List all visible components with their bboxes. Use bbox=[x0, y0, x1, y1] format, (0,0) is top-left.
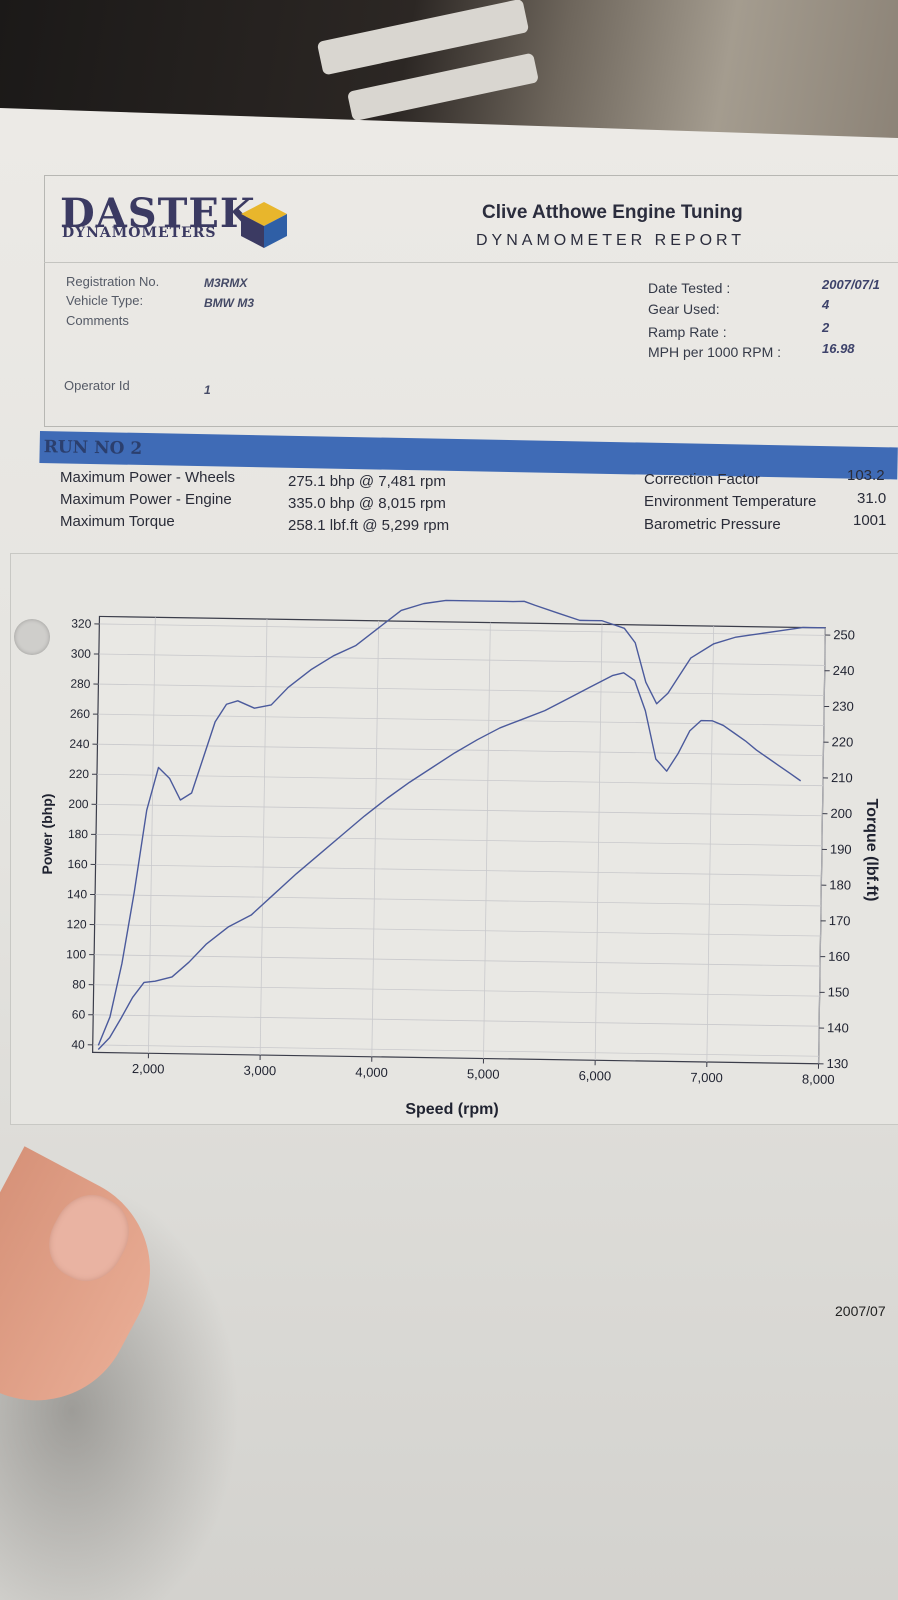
y2-tick-label: 230 bbox=[832, 699, 854, 714]
max-power-engine-label: Maximum Power - Engine bbox=[60, 491, 232, 508]
report-title: DYNAMOMETER REPORT bbox=[476, 232, 746, 249]
grid-line-y bbox=[95, 864, 822, 877]
y2-tick-label: 180 bbox=[829, 877, 851, 892]
y-tick-label: 140 bbox=[67, 887, 88, 901]
power-series-line bbox=[97, 672, 802, 1050]
y-tick-label: 260 bbox=[70, 707, 91, 721]
y2-tick-label: 190 bbox=[830, 842, 852, 857]
y-tick-label: 220 bbox=[69, 767, 90, 781]
correction-factor-value: 103.2 bbox=[847, 467, 885, 484]
y-tick-label: 200 bbox=[68, 797, 89, 811]
ramp-rate-value: 2 bbox=[822, 320, 830, 335]
y-axis-label: Power (bhp) bbox=[39, 794, 55, 875]
y2-axis-label: Torque (lbf.ft) bbox=[863, 799, 880, 902]
y2-tick-label: 240 bbox=[833, 663, 855, 678]
max-torque-value: 258.1 lbf.ft @ 5,299 rpm bbox=[288, 517, 450, 534]
max-torque-label: Maximum Torque bbox=[60, 513, 175, 530]
vehicle-type-label: Vehicle Type: bbox=[66, 293, 144, 308]
punch-hole bbox=[14, 619, 50, 655]
grid-line-y bbox=[99, 623, 826, 636]
y-tick-label: 80 bbox=[72, 977, 86, 991]
environment-temperature-value: 31.0 bbox=[857, 490, 887, 507]
mph-label: MPH per 1000 RPM : bbox=[648, 344, 782, 360]
x-tick-label: 7,000 bbox=[690, 1070, 723, 1086]
header-box bbox=[44, 175, 898, 427]
x-axis-label: Speed (rpm) bbox=[405, 1101, 498, 1118]
y-tick-label: 280 bbox=[70, 677, 91, 691]
correction-factor-label: Correction Factor bbox=[644, 471, 760, 488]
y2-tick-label: 170 bbox=[829, 913, 851, 928]
y2-tick-label: 160 bbox=[828, 949, 850, 964]
vehicle-type-value: BMW M3 bbox=[204, 296, 254, 310]
max-power-engine-value: 335.0 bhp @ 8,015 rpm bbox=[288, 495, 446, 512]
y2-tick-label: 140 bbox=[827, 1020, 849, 1035]
y-tick-label: 40 bbox=[71, 1038, 85, 1052]
operator-value: 1 bbox=[204, 383, 211, 397]
y-tick-label: 320 bbox=[71, 617, 92, 631]
date-tested-label: Date Tested : bbox=[648, 280, 731, 296]
grid-line-y bbox=[98, 683, 825, 696]
y-tick-label: 240 bbox=[69, 737, 90, 751]
x-tick-label: 6,000 bbox=[579, 1068, 612, 1084]
y2-tick-label: 250 bbox=[833, 627, 855, 642]
grid-line-y bbox=[96, 773, 823, 787]
y2-tick-label: 210 bbox=[831, 770, 853, 785]
registration-label: Registration No. bbox=[66, 274, 160, 289]
footer-date: 2007/07 bbox=[835, 1303, 886, 1319]
x-tick-label: 4,000 bbox=[355, 1065, 388, 1081]
barometric-pressure-label: Barometric Pressure bbox=[644, 516, 781, 533]
logo-text: DASTEK bbox=[60, 190, 256, 237]
company-name: Clive Atthowe Engine Tuning bbox=[482, 202, 743, 223]
grid-line-y bbox=[96, 803, 823, 817]
logo-subtext: DYNAMOMETERS bbox=[62, 225, 217, 241]
ramp-rate-label: Ramp Rate : bbox=[648, 324, 727, 340]
grid-line-y bbox=[95, 894, 822, 907]
gear-value: 4 bbox=[822, 297, 830, 312]
y-tick-label: 300 bbox=[71, 647, 92, 661]
grid-line-y bbox=[93, 1014, 820, 1027]
y-tick-label: 100 bbox=[66, 947, 87, 961]
max-power-wheels-label: Maximum Power - Wheels bbox=[60, 469, 236, 486]
x-tick-label: 2,000 bbox=[132, 1061, 165, 1077]
y-tick-label: 160 bbox=[67, 857, 88, 871]
y2-tick-label: 200 bbox=[830, 806, 852, 821]
comments-label: Comments bbox=[66, 313, 129, 328]
y-tick-label: 120 bbox=[66, 917, 87, 931]
grid-line-y bbox=[92, 1044, 819, 1057]
dastek-logo-icon bbox=[241, 202, 287, 248]
max-power-wheels-value: 275.1 bhp @ 7,481 rpm bbox=[288, 473, 446, 490]
y-tick-label: 60 bbox=[72, 1007, 86, 1021]
barometric-pressure-value: 1001 bbox=[853, 512, 887, 529]
grid-line-y bbox=[93, 984, 820, 997]
grid-line-y bbox=[98, 653, 825, 666]
y-tick-label: 180 bbox=[68, 827, 89, 841]
environment-temperature-label: Environment Temperature bbox=[644, 493, 817, 510]
y2-tick-label: 220 bbox=[831, 734, 853, 749]
y2-tick-label: 150 bbox=[828, 984, 850, 999]
grid-line-y bbox=[94, 954, 821, 967]
gear-label: Gear Used: bbox=[648, 301, 720, 317]
x-tick-label: 8,000 bbox=[802, 1072, 835, 1088]
grid-line-y bbox=[96, 834, 822, 847]
header-divider bbox=[44, 262, 898, 263]
mph-value: 16.98 bbox=[822, 341, 855, 356]
y2-tick-label: 130 bbox=[826, 1056, 848, 1071]
operator-label: Operator Id bbox=[64, 378, 130, 393]
torque-series-line bbox=[97, 599, 826, 1046]
date-tested-value: 2007/07/1 bbox=[822, 277, 880, 292]
x-tick-label: 3,000 bbox=[244, 1063, 277, 1079]
registration-value: M3RMX bbox=[204, 276, 248, 290]
grid-line-y bbox=[94, 924, 821, 937]
x-tick-label: 5,000 bbox=[467, 1066, 500, 1082]
